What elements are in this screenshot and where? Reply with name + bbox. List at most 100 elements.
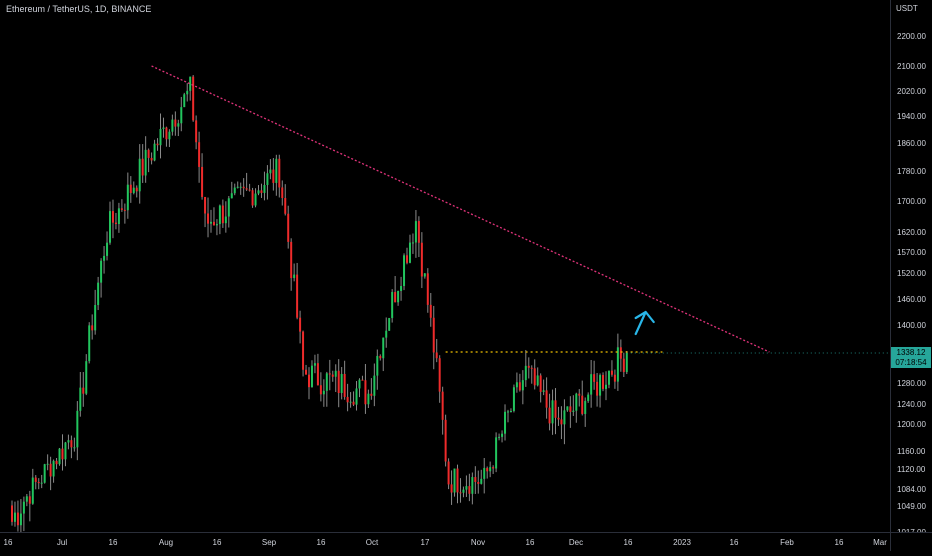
candle-body: [79, 387, 82, 411]
breakout-arrow-icon[interactable]: [634, 310, 655, 336]
candle-body: [11, 505, 13, 522]
last-price-badge: 1338.12 07:18:54: [891, 347, 931, 368]
candle-body: [450, 484, 453, 493]
candle-body: [198, 142, 201, 167]
price-tick-label: 1120.00: [897, 465, 926, 474]
price-tick-label: 1280.00: [897, 379, 926, 388]
time-tick-label: 16: [730, 538, 739, 547]
candle-body: [88, 325, 91, 362]
candle-body: [251, 190, 254, 206]
candle-body: [46, 463, 49, 465]
candle-body: [76, 410, 79, 448]
candle-body: [432, 317, 435, 353]
candle-body: [554, 400, 557, 418]
candle-body: [492, 467, 495, 469]
candle-body: [82, 387, 85, 394]
candle-body: [290, 241, 293, 279]
candle-body: [239, 186, 242, 188]
candle-body: [94, 305, 97, 331]
candle-body: [322, 390, 325, 395]
candle-body: [403, 255, 406, 287]
candle-body: [257, 190, 260, 194]
candle-body: [560, 419, 563, 425]
candle-body: [70, 440, 73, 448]
candle-body: [316, 363, 319, 386]
candle-body: [227, 198, 230, 217]
candle-body: [590, 374, 593, 395]
candle-body: [569, 406, 572, 412]
time-tick-label: 16: [835, 538, 844, 547]
candle-body: [221, 205, 224, 224]
time-tick-label: Dec: [569, 538, 583, 547]
candle-body: [275, 158, 278, 183]
candle-body: [515, 382, 518, 388]
price-tick-label: 2020.00: [897, 87, 926, 96]
candle-body: [183, 94, 186, 108]
candle-body: [305, 369, 308, 375]
candle-body: [489, 467, 492, 472]
candle-body: [73, 447, 76, 449]
descending-trendline[interactable]: [151, 65, 770, 353]
candle-body: [43, 464, 46, 483]
candle-body: [417, 221, 420, 243]
price-unit-label[interactable]: USDT: [896, 4, 918, 13]
candle-body: [471, 477, 474, 494]
candle-body: [117, 208, 120, 225]
candle-body: [106, 242, 109, 256]
candle-body: [156, 143, 159, 146]
candle-body: [319, 385, 322, 395]
candle-body: [215, 224, 218, 226]
candle-body: [364, 380, 367, 405]
time-axis[interactable]: 16 Jul 16 Aug 16 Sep 16 Oct 17 Nov 16 Dec 16 2023 16 Fe…: [0, 532, 890, 551]
time-tick-label: 16: [317, 538, 326, 547]
candle-body: [135, 187, 138, 192]
candle-body: [248, 189, 251, 191]
candle-body: [85, 361, 88, 394]
candle-body: [557, 417, 560, 420]
candle-body: [411, 242, 414, 244]
candle-body: [19, 513, 22, 526]
candle-body: [593, 374, 596, 382]
candle-body: [346, 396, 349, 403]
candlestick-chart[interactable]: [0, 0, 890, 537]
symbol-legend[interactable]: Ethereum / TetherUS, 1D, BINANCE: [6, 4, 152, 14]
candle-body: [207, 213, 210, 224]
candle-body: [278, 158, 281, 188]
candle-body: [260, 190, 263, 193]
candle-body: [109, 211, 112, 243]
candle-body: [575, 393, 578, 411]
candle-body: [141, 158, 144, 176]
candle-body: [501, 433, 504, 437]
price-tick-label: 1049.00: [897, 502, 926, 511]
candle-body: [218, 205, 221, 225]
candle-body: [186, 90, 189, 95]
price-tick-label: 1520.00: [897, 269, 926, 278]
time-tick-label: Mar: [873, 538, 887, 547]
candle-body: [245, 188, 248, 190]
candle-body: [498, 436, 501, 438]
price-tick-label: 1860.00: [897, 139, 926, 148]
time-tick-label: 17: [421, 538, 430, 547]
candle-body: [100, 260, 103, 283]
candle-body: [391, 292, 394, 319]
candle-body: [313, 363, 316, 366]
price-tick-label: 1084.00: [897, 485, 926, 494]
candle-body: [435, 352, 438, 359]
candle-body: [605, 384, 607, 389]
chart-area[interactable]: [0, 0, 890, 537]
candle-body: [299, 317, 302, 332]
candle-body: [429, 304, 432, 318]
price-axis[interactable]: 2200.00 2100.00 2020.00 1940.00 1860.00 1780.…: [890, 0, 932, 537]
candle-body: [230, 193, 233, 199]
candle-body: [542, 390, 545, 392]
candle-body: [325, 373, 328, 391]
candle-body: [474, 477, 477, 482]
candle-body: [521, 380, 524, 391]
candle-body: [512, 387, 515, 411]
candle-body: [572, 410, 575, 412]
candle-body: [103, 255, 106, 261]
candle-body: [400, 286, 403, 291]
time-tick-label: 2023: [673, 538, 691, 547]
candle-body: [462, 489, 465, 493]
candle-body: [548, 407, 551, 424]
